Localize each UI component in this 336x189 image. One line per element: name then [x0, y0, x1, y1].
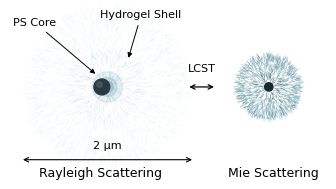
Text: PS Core: PS Core — [13, 18, 94, 73]
Ellipse shape — [97, 82, 102, 87]
Ellipse shape — [265, 83, 273, 91]
Text: 2 μm: 2 μm — [93, 141, 122, 151]
Text: Hydrogel Shell: Hydrogel Shell — [100, 10, 182, 57]
Ellipse shape — [102, 81, 113, 93]
Text: Mie Scattering: Mie Scattering — [228, 167, 319, 180]
Text: Rayleigh Scattering: Rayleigh Scattering — [39, 167, 162, 180]
Ellipse shape — [92, 72, 123, 102]
Ellipse shape — [98, 77, 117, 96]
Text: LCST: LCST — [188, 64, 215, 74]
Ellipse shape — [94, 79, 110, 95]
